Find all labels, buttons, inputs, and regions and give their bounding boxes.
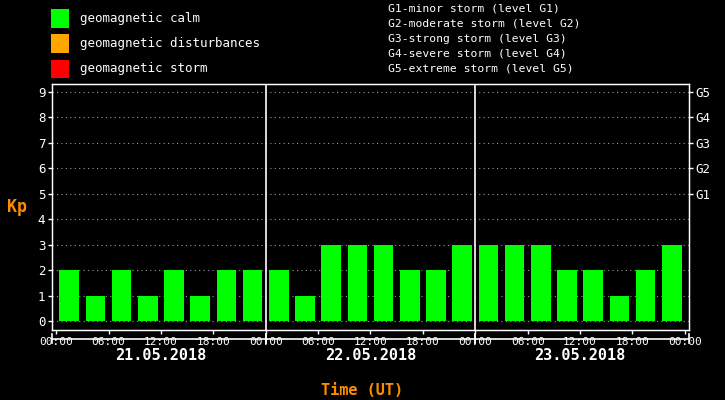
Bar	[243, 270, 262, 321]
Text: 22.05.2018: 22.05.2018	[325, 348, 416, 363]
Text: Time (UT): Time (UT)	[321, 383, 404, 398]
Bar	[426, 270, 446, 321]
Bar	[374, 245, 394, 321]
Text: G2-moderate storm (level G2): G2-moderate storm (level G2)	[388, 18, 581, 28]
Text: G5-extreme storm (level G5): G5-extreme storm (level G5)	[388, 64, 573, 74]
Bar	[191, 296, 210, 321]
Bar	[51, 60, 69, 78]
Bar	[138, 296, 157, 321]
Bar	[51, 34, 69, 53]
Text: geomagnetic storm: geomagnetic storm	[80, 62, 207, 75]
Text: G3-strong storm (level G3): G3-strong storm (level G3)	[388, 34, 567, 44]
Bar	[321, 245, 341, 321]
Bar	[112, 270, 131, 321]
Bar	[610, 296, 629, 321]
Bar	[400, 270, 420, 321]
Text: Kp: Kp	[7, 198, 28, 216]
Bar	[531, 245, 550, 321]
Bar	[59, 270, 79, 321]
Bar	[295, 296, 315, 321]
Text: geomagnetic disturbances: geomagnetic disturbances	[80, 37, 260, 50]
Text: G1-minor storm (level G1): G1-minor storm (level G1)	[388, 3, 560, 13]
Bar	[347, 245, 367, 321]
Bar	[51, 9, 69, 28]
Bar	[662, 245, 682, 321]
Bar	[164, 270, 184, 321]
Text: 23.05.2018: 23.05.2018	[534, 348, 626, 363]
Bar	[584, 270, 603, 321]
Bar	[557, 270, 577, 321]
Text: geomagnetic calm: geomagnetic calm	[80, 12, 200, 25]
Bar	[636, 270, 655, 321]
Bar	[269, 270, 289, 321]
Bar	[452, 245, 472, 321]
Bar	[86, 296, 105, 321]
Text: 21.05.2018: 21.05.2018	[115, 348, 207, 363]
Bar	[505, 245, 524, 321]
Bar	[478, 245, 498, 321]
Bar	[217, 270, 236, 321]
Text: G4-severe storm (level G4): G4-severe storm (level G4)	[388, 49, 567, 59]
